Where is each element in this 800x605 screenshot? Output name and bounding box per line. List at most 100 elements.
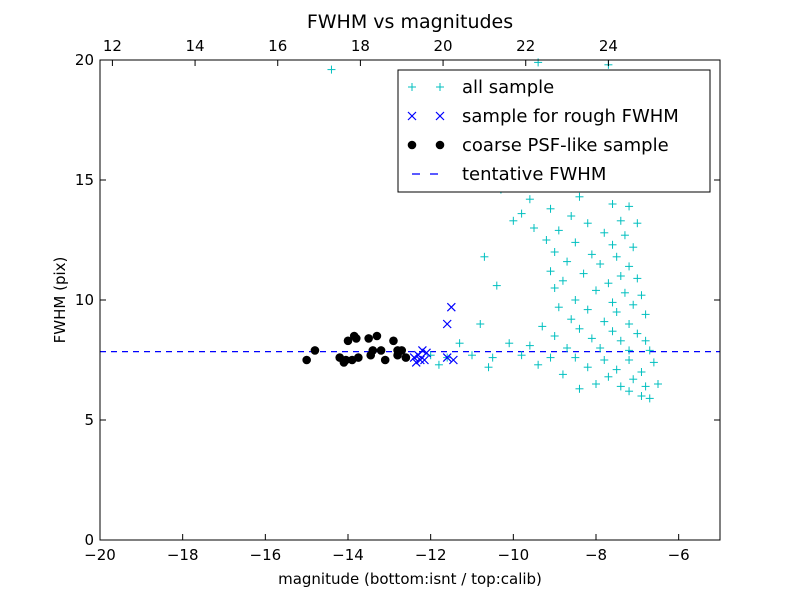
data-point-s0-49 <box>492 281 501 290</box>
data-point-s0-39 <box>480 252 489 261</box>
data-point-s0-53 <box>637 291 646 300</box>
data-point-s0-52 <box>620 288 629 297</box>
data-point-s0-70 <box>587 334 596 343</box>
data-point-s0-71 <box>616 336 625 345</box>
data-point-s0-79 <box>645 346 654 355</box>
data-point-s0-98 <box>629 375 638 384</box>
data-point-s0-41 <box>596 260 605 268</box>
data-point-s0-44 <box>579 269 588 278</box>
data-point-s0-51 <box>592 286 600 295</box>
data-point-s2-11 <box>372 331 382 341</box>
data-point-s1-10 <box>422 348 431 358</box>
data-point-s0-66 <box>575 324 584 333</box>
x-tick-label: −20 <box>84 546 116 564</box>
data-point-s1-4 <box>409 353 419 363</box>
data-point-s0-46 <box>633 274 642 283</box>
data-point-s0-24 <box>509 216 518 225</box>
data-point-s0-83 <box>488 353 497 362</box>
data-point-s0-92 <box>534 360 543 369</box>
data-point-s0-60 <box>641 310 650 319</box>
data-point-s0-59 <box>612 308 621 316</box>
top-x-tick-label: 16 <box>268 37 287 55</box>
data-point-s0-30 <box>600 228 609 237</box>
top-x-tick-label: 18 <box>351 37 370 55</box>
data-point-s0-33 <box>571 238 580 247</box>
data-point-s1-3 <box>413 350 423 360</box>
data-point-s0-50 <box>550 284 559 292</box>
data-point-s0-17 <box>525 195 534 204</box>
data-point-s2-14 <box>389 336 398 346</box>
top-x-tick-label: 22 <box>516 37 535 55</box>
data-point-s0-37 <box>587 250 596 259</box>
data-point-s0-55 <box>608 298 617 307</box>
y-tick-label: 20 <box>75 51 94 69</box>
y-tick-label: 10 <box>75 291 94 309</box>
x-tick-label: −14 <box>332 546 364 564</box>
axis-ticks: −20 −18 −16 −14 −12 −10 −8 −6 12 14 16 18 20 22 24 0 5 10… <box>75 37 720 564</box>
top-x-tick-label: 14 <box>186 37 205 55</box>
data-point-s0-87 <box>600 356 609 364</box>
data-point-s0-54 <box>571 296 580 304</box>
data-point-s0-69 <box>550 332 559 340</box>
legend-marker <box>407 111 417 121</box>
data-point-s0-43 <box>546 267 555 276</box>
top-x-tick-label: 12 <box>103 37 122 55</box>
legend-marker <box>435 111 445 121</box>
y-axis-label: FWHM (pix) <box>51 257 69 344</box>
data-point-s0-91 <box>484 363 493 372</box>
data-point-s0-62 <box>600 317 609 326</box>
data-point-s0-85 <box>546 353 555 362</box>
data-point-s0-68 <box>633 329 642 338</box>
data-point-s0-76 <box>563 344 572 352</box>
data-point-s0-102 <box>654 380 662 388</box>
x-tick-label: −16 <box>250 546 282 564</box>
x-tick-label: −10 <box>498 546 530 564</box>
legend-label: all sample <box>462 77 554 98</box>
data-point-s1-8 <box>442 353 452 363</box>
data-point-s0-82 <box>468 351 476 360</box>
data-point-s0-99 <box>592 380 600 388</box>
data-point-s0-29 <box>554 226 563 235</box>
chart-title: FWHM vs magnitudes <box>307 11 513 33</box>
data-point-s0-31 <box>620 231 629 240</box>
x-tick-label: −12 <box>415 546 447 564</box>
data-point-s0-0 <box>327 65 336 74</box>
data-point-s0-93 <box>583 363 592 372</box>
data-point-s0-84 <box>517 351 526 360</box>
data-point-s2-13 <box>380 355 390 365</box>
legend-frame <box>397 69 711 193</box>
data-point-s2-4 <box>343 336 353 346</box>
data-point-s2-12 <box>376 346 386 355</box>
legend-label: sample for rough FWHM <box>462 106 679 127</box>
data-point-s0-75 <box>525 341 534 350</box>
data-point-s0-38 <box>612 252 621 261</box>
data-point-s0-57 <box>554 303 563 312</box>
data-point-s0-103 <box>625 387 634 396</box>
data-point-s0-45 <box>616 272 625 280</box>
data-point-s0-22 <box>517 209 526 218</box>
data-point-s0-80 <box>426 351 435 360</box>
data-point-s2-18 <box>397 346 407 355</box>
data-point-s0-58 <box>583 305 592 314</box>
data-point-s1-6 <box>411 357 421 367</box>
data-point-s0-19 <box>608 200 617 208</box>
legend-marker <box>435 140 445 150</box>
data-point-s0-64 <box>476 320 485 328</box>
data-point-s0-63 <box>625 320 634 328</box>
data-point-s2-7 <box>351 334 361 343</box>
data-point-s0-61 <box>567 315 576 324</box>
x-tick-label: −8 <box>585 546 607 564</box>
data-point-s0-34 <box>608 240 617 249</box>
data-point-s1-1 <box>442 319 452 329</box>
data-point-s0-78 <box>625 346 634 355</box>
data-point-s2-9 <box>364 334 373 343</box>
data-point-s0-95 <box>637 368 646 376</box>
y-tick-label: 0 <box>84 531 94 549</box>
legend-label: coarse PSF-like sample <box>462 135 669 156</box>
data-point-s0-86 <box>571 353 580 362</box>
top-x-tick-label: 20 <box>434 37 453 55</box>
data-point-s0-100 <box>616 382 625 391</box>
data-point-s0-40 <box>563 257 572 266</box>
data-point-s2-19 <box>366 350 376 360</box>
